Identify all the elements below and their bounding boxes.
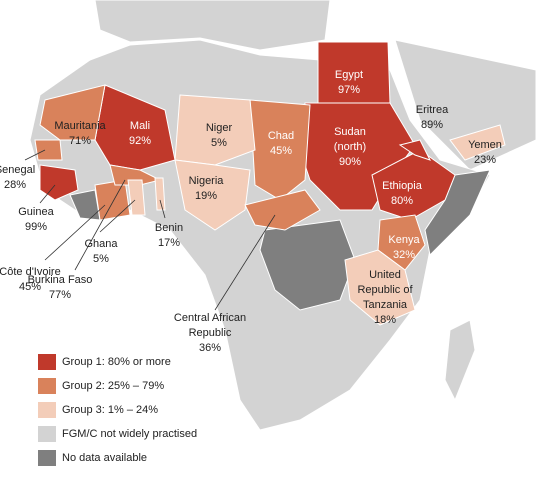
country-value: 28% (4, 179, 26, 191)
country-name: Eritrea (416, 104, 449, 116)
country-value: 5% (93, 253, 109, 265)
country-name: Ghana (84, 238, 118, 250)
country-name: Niger (206, 122, 233, 134)
country-value: 89% (421, 119, 443, 131)
country-value: 45% (19, 281, 41, 293)
legend-swatch (38, 354, 56, 370)
country-name: Burkina Faso (28, 274, 93, 286)
legend-swatch (38, 450, 56, 466)
country-name: Kenya (388, 234, 420, 246)
country-name: Chad (268, 130, 294, 142)
country-name: Mauritania (54, 120, 106, 132)
country-value: 92% (129, 135, 151, 147)
country-name: Mali (130, 120, 150, 132)
country-name: Egypt (335, 69, 363, 81)
country-labels: Egypt 97% Sudan (north) 90% Eritrea 89% Yemen 23… (0, 69, 502, 354)
country-name: United (369, 269, 401, 281)
map-shapes (29, 0, 536, 431)
country-value: 77% (49, 289, 71, 301)
legend-label: Group 3: 1% – 24% (62, 404, 158, 416)
country-value: 17% (158, 237, 180, 249)
country-value: 80% (391, 195, 413, 207)
country-name: (north) (334, 141, 366, 153)
country-value: 99% (25, 221, 47, 233)
legend: Group 1: 80% or more Group 2: 25% – 79% Gr… (38, 354, 197, 466)
legend-swatch (38, 378, 56, 394)
country-value: 45% (270, 145, 292, 157)
country-name: Central African (174, 312, 246, 324)
country-name: Republic (189, 327, 232, 339)
country-name: Ethiopia (382, 180, 423, 192)
country-name: Sudan (334, 126, 366, 138)
leader-lines (24, 149, 276, 311)
legend-label: Group 1: 80% or more (62, 356, 171, 368)
country-name: Republic of (357, 284, 413, 296)
country-name: Nigeria (189, 175, 225, 187)
country-value: 90% (339, 156, 361, 168)
legend-label: FGM/C not widely practised (62, 428, 197, 440)
country-value: 18% (374, 314, 396, 326)
legend-label: No data available (62, 452, 147, 464)
country-name: Tanzania (363, 299, 408, 311)
country-name: Guinea (18, 206, 54, 218)
country-value: 23% (474, 154, 496, 166)
country-name: Senegal (0, 164, 35, 176)
legend-label: Group 2: 25% – 79% (62, 380, 164, 392)
country-name: Côte d'Ivoire (0, 266, 61, 278)
country-value: 5% (211, 137, 227, 149)
country-value: 36% (199, 342, 221, 354)
legend-swatch (38, 402, 56, 418)
legend-swatch (38, 426, 56, 442)
country-name: Yemen (468, 139, 502, 151)
country-value: 71% (69, 135, 91, 147)
country-value: 97% (338, 84, 360, 96)
country-value: 32% (393, 249, 415, 261)
country-value: 19% (195, 190, 217, 202)
country-name: Benin (155, 222, 183, 234)
